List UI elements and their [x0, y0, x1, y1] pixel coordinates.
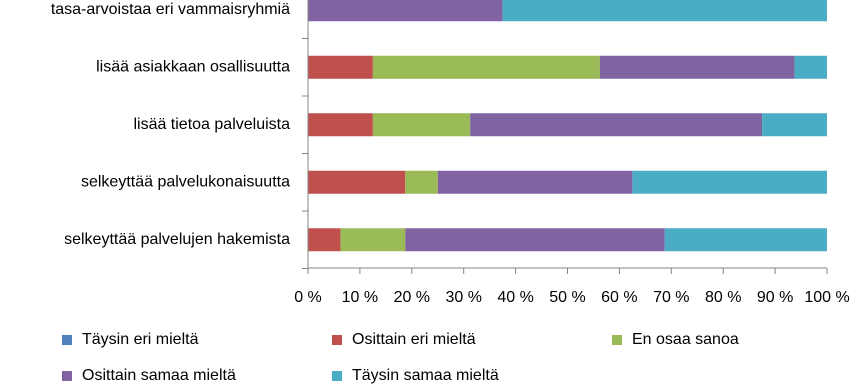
x-tick-label: 10 % — [342, 289, 378, 306]
bar-segment — [470, 113, 763, 137]
x-tick-label: 40 % — [497, 289, 533, 306]
y-tick-label: tasa-arvoistaa eri vammaisryhmiä — [51, 1, 290, 18]
x-tick-label: 70 % — [653, 289, 689, 306]
legend-swatch — [62, 371, 72, 381]
y-tick-label: lisää tietoa palveluista — [133, 116, 290, 133]
y-tick-label: selkeyttää palvelujen hakemista — [64, 231, 290, 248]
x-tick-label: 60 % — [601, 289, 637, 306]
bar-segment — [794, 55, 827, 79]
bar-segment — [437, 170, 633, 194]
y-tick-label: selkeyttää palvelukonaisuutta — [81, 173, 290, 190]
legend-swatch — [332, 371, 342, 381]
bar-segment — [502, 0, 827, 22]
bar-segment — [340, 228, 406, 252]
bar-segment — [762, 113, 827, 137]
legend-swatch — [612, 335, 622, 345]
bar-segment — [308, 55, 373, 79]
legend-label: Osittain eri mieltä — [352, 331, 476, 348]
x-tick-label: 100 % — [804, 289, 849, 306]
legend-label: Täysin eri mieltä — [82, 331, 199, 348]
legend-swatch — [62, 335, 72, 345]
legend-label: Osittain samaa mieltä — [82, 367, 236, 384]
y-tick-label: lisää asiakkaan osallisuutta — [96, 58, 290, 75]
x-tick-label: 90 % — [757, 289, 793, 306]
bar-segment — [308, 0, 503, 22]
bar-segment — [308, 228, 341, 252]
bar-segment — [308, 170, 406, 194]
x-tick-label: 30 % — [445, 289, 481, 306]
legend-swatch — [332, 335, 342, 345]
x-tick-label: 0 % — [294, 289, 322, 306]
bar-segment — [372, 113, 471, 137]
x-tick-label: 80 % — [705, 289, 741, 306]
legend-label: Täysin samaa mieltä — [352, 367, 499, 384]
bar-segment — [405, 170, 438, 194]
bar-segment — [599, 55, 795, 79]
bar-segment — [308, 113, 373, 137]
x-tick-label: 20 % — [394, 289, 430, 306]
bar-segment — [664, 228, 827, 252]
legend-label: En osaa sanoa — [632, 331, 739, 348]
bar-segment — [372, 55, 600, 79]
bar-segment — [405, 228, 665, 252]
bar-segment — [632, 170, 827, 194]
x-tick-label: 50 % — [549, 289, 585, 306]
